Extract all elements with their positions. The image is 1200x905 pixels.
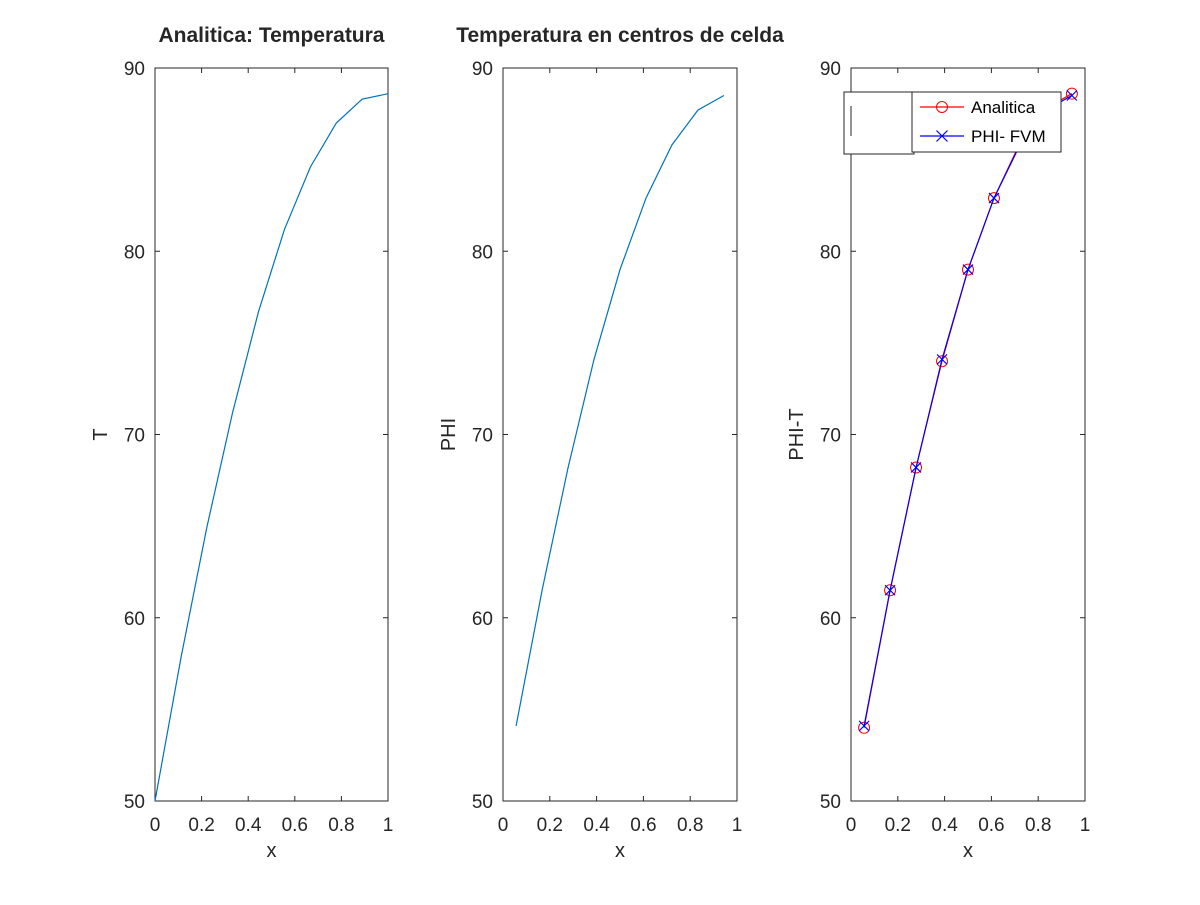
data-point-circle (1065, 87, 1078, 100)
data-point-circle (910, 461, 923, 474)
x-tick-label: 0 (498, 815, 509, 836)
x-axis-label: x (615, 840, 625, 862)
data-point-x (962, 264, 974, 275)
data-point-circle (962, 263, 974, 276)
y-tick-label: 90 (124, 59, 145, 80)
x-tick-label: 1 (732, 815, 743, 836)
x-tick-label: 0.2 (885, 815, 911, 836)
series-line-1 (515, 94, 725, 727)
y-tick-label: 90 (472, 59, 493, 80)
data-point-x (1066, 90, 1078, 101)
x-tick-label: 0.6 (978, 815, 1004, 836)
data-point-circle (858, 721, 871, 734)
plot-area-3 (850, 67, 1086, 802)
x-axis-label: x (963, 840, 973, 862)
legend-box (911, 91, 1062, 153)
y-tick-label: 70 (820, 426, 841, 447)
legend-marker-circle (936, 101, 948, 113)
chart-2: 0 0.2 0.4 0.6 0.8 1 50 60 70 80 90 x PHI Temperatura … (438, 24, 784, 862)
chart-3: 0 0.2 0.4 0.6 0.8 1 50 60 70 80 90 x PHI-T Analitica P… (786, 59, 1090, 862)
y-axis-label: PHI-T (786, 408, 808, 460)
x-tick-label: 0.6 (630, 815, 656, 836)
y-tick-label: 80 (124, 242, 145, 263)
legend-shadow-box (843, 91, 915, 155)
x-tick-label: 0 (150, 815, 161, 836)
legend-entry-label: Analitica (971, 98, 1036, 117)
y-axis-label: PHI (438, 418, 460, 451)
data-point-x (858, 720, 870, 732)
x-tick-label: 0.8 (328, 815, 354, 836)
series-line-1 (863, 93, 1073, 728)
y-tick-label: 70 (472, 426, 493, 447)
plot-area-2 (502, 67, 738, 802)
series-line-2 (863, 94, 1073, 727)
x-tick-label: 0.4 (583, 815, 610, 836)
y-tick-label: 80 (472, 242, 493, 263)
x-tick-label: 0.4 (931, 815, 958, 836)
y-tick-label: 50 (820, 792, 841, 813)
x-axis-label: x (267, 840, 277, 862)
y-tick-label: 60 (124, 609, 145, 630)
plot-area-1 (154, 67, 389, 802)
x-tick-label: 1 (1080, 815, 1091, 836)
x-tick-label: 0.8 (677, 815, 703, 836)
y-tick-label: 60 (820, 609, 841, 630)
legend-entry-label: PHI- FVM (971, 127, 1046, 146)
legend-marker-x (936, 130, 948, 142)
data-point-circle (936, 355, 949, 368)
chart-title: Analitica: Temperatura (158, 24, 384, 47)
y-tick-label: 90 (820, 59, 841, 80)
x-tick-label: 0.6 (282, 815, 308, 836)
x-tick-label: 0.8 (1025, 815, 1051, 836)
x-tick-label: 0.2 (537, 815, 563, 836)
data-point-x (936, 353, 948, 365)
x-tick-label: 0.4 (235, 815, 262, 836)
y-tick-label: 80 (820, 242, 841, 263)
x-tick-label: 0.2 (188, 815, 214, 836)
chart-title: Temperatura en centros de celda (456, 24, 784, 47)
data-point-x (910, 462, 922, 473)
chart-1: 0 0.2 0.4 0.6 0.8 1 50 60 70 80 90 x T Analitica: Tem… (90, 24, 393, 862)
data-point-x (988, 192, 1000, 204)
y-axis-label: T (90, 428, 112, 440)
data-point-circle (884, 584, 897, 597)
data-point-x (884, 584, 896, 596)
y-tick-label: 70 (124, 426, 145, 447)
data-point-circle (987, 192, 1000, 205)
x-tick-label: 1 (383, 815, 394, 836)
y-tick-label: 50 (124, 792, 145, 813)
series-line-1 (154, 93, 389, 802)
x-tick-label: 0 (846, 815, 857, 836)
y-tick-label: 50 (472, 792, 493, 813)
y-tick-label: 60 (472, 609, 493, 630)
